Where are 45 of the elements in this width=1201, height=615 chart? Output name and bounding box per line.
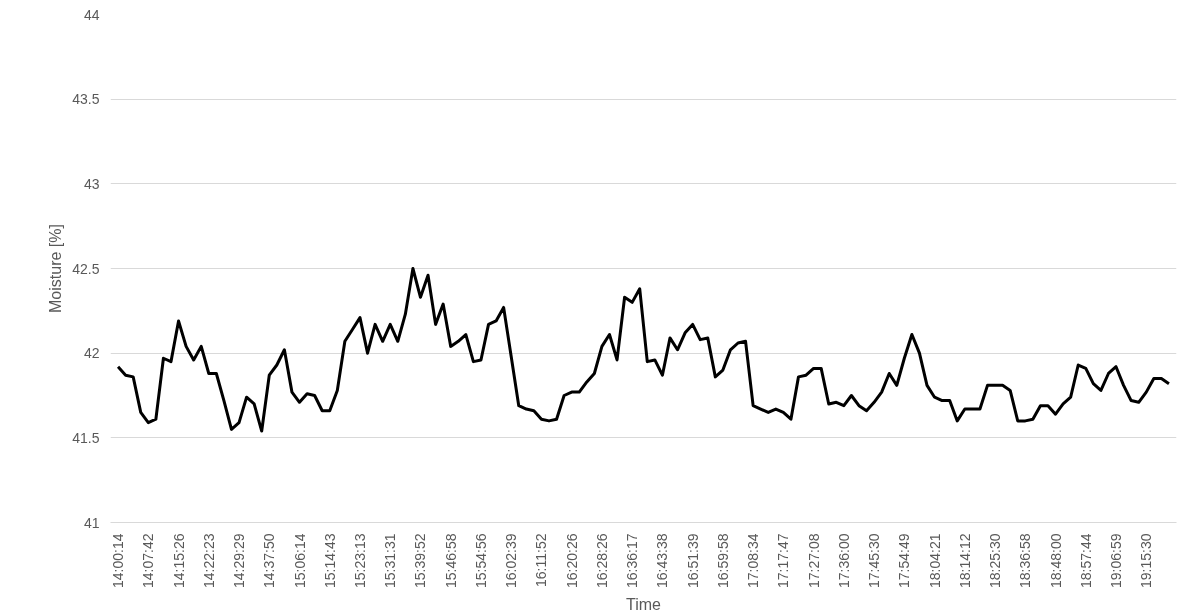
x-tick-label: 17:45:30	[866, 533, 883, 588]
x-tick-label: 16:11:52	[533, 533, 550, 587]
y-tick-label: 43	[83, 175, 100, 192]
y-axis-title: Moisture [%]	[47, 224, 65, 313]
x-tick-label: 16:51:39	[684, 533, 701, 588]
x-tick-label: 18:48:00	[1047, 533, 1064, 588]
x-tick-label: 16:02:39	[503, 533, 520, 588]
y-tick-label: 41.5	[72, 429, 100, 446]
x-tick-label: 17:54:49	[896, 533, 913, 588]
x-tick-label: 16:28:26	[593, 533, 610, 588]
y-tick-label: 42.5	[72, 260, 100, 277]
x-tick-label: 18:04:21	[926, 533, 943, 588]
x-tick-label: 18:36:58	[1017, 533, 1034, 588]
x-tick-label: 15:39:52	[412, 533, 429, 588]
x-tick-label: 15:14:43	[321, 533, 338, 588]
x-tick-label: 16:43:38	[654, 533, 671, 588]
x-tick-label: 15:31:31	[382, 533, 399, 588]
x-tick-label: 18:25:30	[987, 533, 1004, 588]
x-tick-label: 15:46:58	[442, 533, 459, 588]
x-tick-label: 14:07:42	[140, 533, 157, 588]
x-tick-label: 16:20:26	[563, 533, 580, 588]
x-tick-label: 16:36:17	[624, 533, 641, 588]
line-series	[116, 267, 1171, 433]
x-tick-label: 17:36:00	[835, 533, 852, 588]
x-tick-label: 15:06:14	[291, 533, 308, 588]
x-tick-label: 18:57:44	[1077, 533, 1094, 588]
y-tick-label: 42	[83, 345, 100, 362]
x-tick-label: 15:23:13	[351, 533, 368, 588]
x-axis-title: Time	[626, 596, 662, 613]
x-tick-label: 14:22:23	[200, 533, 217, 588]
x-tick-label: 17:27:08	[805, 533, 822, 588]
x-tick-label: 18:14:12	[956, 533, 973, 588]
y-tick-label: 41	[83, 514, 100, 531]
x-tick-label: 19:06:59	[1108, 533, 1125, 588]
x-tick-label: 17:08:34	[745, 533, 762, 588]
x-tick-label: 17:17:47	[775, 533, 792, 588]
x-tick-label: 14:15:26	[170, 533, 187, 588]
y-tick-label: 43.5	[72, 91, 100, 108]
x-tick-label: 14:00:14	[110, 533, 127, 588]
x-tick-label: 14:37:50	[261, 533, 278, 588]
x-tick-label: 19:15:30	[1138, 533, 1155, 588]
y-tick-label: 44	[83, 6, 100, 23]
x-tick-label: 14:29:29	[231, 533, 248, 588]
x-tick-label: 15:54:56	[472, 533, 489, 588]
x-tick-label: 16:59:58	[714, 533, 731, 588]
